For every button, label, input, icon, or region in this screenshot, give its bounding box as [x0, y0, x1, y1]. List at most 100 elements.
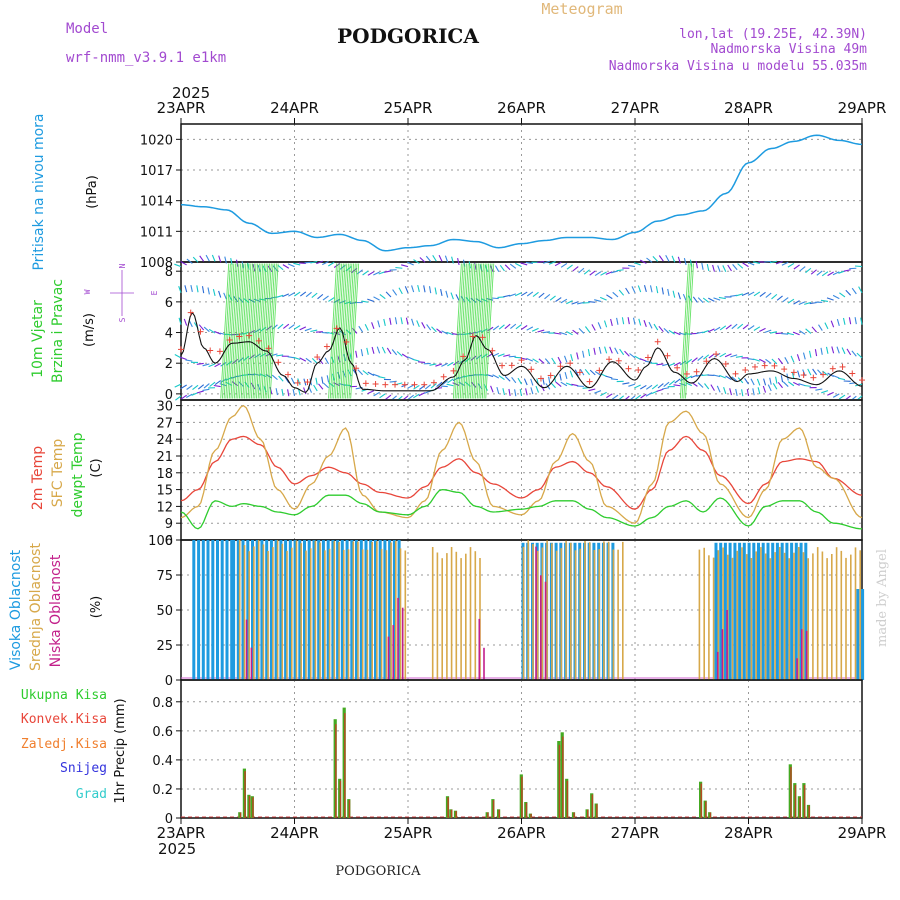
precip-convective-bar: [239, 812, 242, 818]
wind-gust-stroke: [338, 263, 348, 399]
wind-arrow: [492, 325, 500, 331]
wind-arrow: [313, 384, 318, 392]
credit-label: made by Angel: [875, 549, 890, 647]
mid-cloud-bar: [816, 547, 819, 680]
dew-ylabel: dewpt Temp: [70, 432, 86, 517]
high-cloud-bar: [785, 542, 789, 680]
wind-arrow: [555, 297, 562, 303]
wind-arrow: [434, 287, 437, 295]
wind-gust-stroke: [345, 263, 355, 399]
wind-arrow: [419, 257, 426, 263]
precip-convective-bar: [487, 812, 489, 818]
wind-arrow: [548, 260, 556, 265]
mid-cloud-bar: [703, 547, 705, 680]
wind-arrow: [395, 266, 403, 269]
wind-arrow: [411, 318, 415, 326]
wind-arrow: [271, 324, 278, 330]
wind-arrow: [588, 301, 596, 303]
wind-arrow: [499, 264, 505, 272]
wind-arrow: [752, 388, 755, 396]
wind-arrow: [719, 325, 727, 331]
wind-arrow: [358, 325, 364, 333]
wind-arrow: [704, 383, 710, 390]
wind-arrow: [793, 381, 800, 386]
time-label-bottom: 29APR: [838, 824, 887, 842]
wind-gust-stroke: [328, 263, 337, 399]
wind-arrow: [594, 299, 602, 302]
wind-gust-stroke: [249, 263, 259, 399]
wind-arrow: [836, 346, 840, 354]
wind-arrow: [638, 318, 642, 326]
wind-arrow: [735, 388, 738, 396]
wind-arrow: [511, 376, 517, 384]
coords-label: lon,lat (19.25E, 42.39N): [679, 27, 867, 42]
high-cloud-bar: [307, 540, 311, 680]
high-cloud-bar: [279, 540, 283, 680]
time-label-bottom: 23APR: [157, 824, 206, 842]
precip-convective-bar: [335, 724, 337, 818]
low-cloud-bar: [245, 619, 248, 680]
wind-arrow: [646, 257, 653, 263]
high-cloud-bar: [804, 542, 808, 680]
wind-arrow: [784, 357, 789, 364]
wind-arrow: [628, 383, 636, 387]
wind-arrow: [360, 349, 364, 357]
wind-arrow: [188, 320, 193, 328]
wind-gust-stroke: [221, 263, 231, 399]
wind-arrow: [821, 271, 829, 277]
mid-cloud-bar: [603, 541, 605, 680]
wind-arrow: [535, 385, 540, 393]
wind-arrow: [383, 270, 392, 273]
wind-arrow: [515, 262, 522, 268]
wind-arrow: [276, 294, 284, 298]
wind-arrow: [673, 361, 681, 367]
wind-arrow: [537, 260, 545, 264]
wind-panel: 8 6 4 2 0: [165, 254, 865, 403]
wind-arrow: [407, 384, 414, 389]
wind-arrow: [282, 264, 290, 269]
wind-arrow: [294, 291, 301, 297]
wind-arrow: [212, 288, 216, 297]
wind-arrow: [202, 363, 210, 367]
wind-arrow: [276, 354, 284, 357]
y-tick-label: 0.6: [152, 725, 173, 740]
wind-gust-stroke: [228, 263, 238, 399]
high-cloud-ylabel: Visoka Oblacnost: [8, 549, 24, 670]
precip-convective-bar: [344, 713, 346, 818]
wind-arrow: [832, 374, 840, 379]
wind-gust-stroke: [469, 263, 479, 399]
wind-arrow: [804, 301, 812, 305]
wind-arrow: [538, 358, 545, 364]
wind-arrow: [400, 317, 403, 325]
wind-arrow: [809, 302, 817, 305]
mid-cloud-bar: [309, 548, 312, 680]
wind-arrow: [185, 359, 193, 362]
wind-arrow: [793, 300, 800, 305]
wind-arrow: [504, 376, 511, 382]
wind-arrow: [748, 325, 755, 331]
wind-arrow: [526, 291, 534, 297]
wind-gust-stroke: [329, 263, 339, 399]
wind-arrow: [367, 390, 375, 395]
year-label-bottom: 2025: [158, 840, 196, 858]
wind-arrow: [322, 261, 329, 266]
wind-arrow: [418, 392, 426, 397]
wind-arrow: [777, 381, 783, 389]
wind-arrow: [326, 375, 330, 383]
wind-arrow: [744, 377, 749, 385]
wind-arrow: [530, 387, 534, 395]
wind-arrow: [186, 384, 193, 390]
mid-cloud-bar: [527, 540, 529, 680]
wind-arrow: [762, 385, 767, 393]
wind-arrow: [640, 384, 647, 390]
wind-arrow: [737, 263, 744, 269]
wind-arrow: [378, 376, 386, 379]
precip-convective-bar: [591, 794, 594, 818]
wind-arrow: [724, 353, 732, 358]
wind-arrow: [839, 292, 846, 298]
wind-arrow: [679, 332, 687, 336]
mid-cloud-bar: [741, 547, 743, 680]
wind-gust-stroke: [266, 263, 276, 399]
mid-cloud-bar: [845, 557, 847, 680]
wind-arrow: [643, 320, 647, 328]
